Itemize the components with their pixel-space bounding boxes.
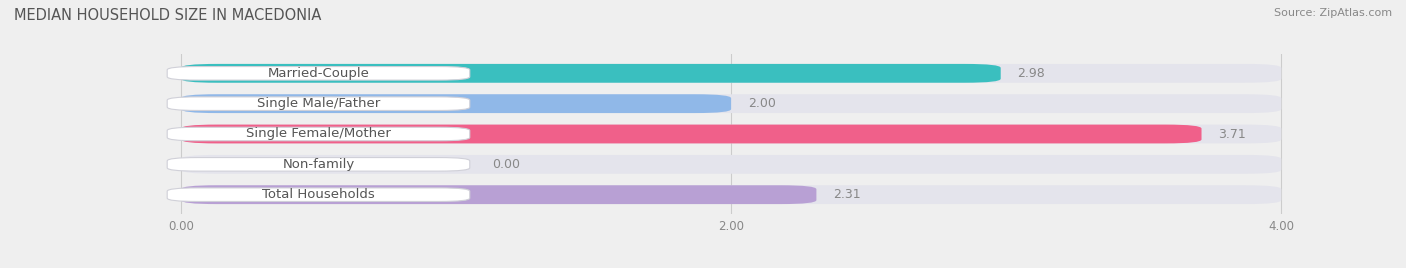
Text: 2.31: 2.31 (832, 188, 860, 201)
Text: 2.00: 2.00 (748, 97, 776, 110)
FancyBboxPatch shape (181, 125, 1202, 143)
FancyBboxPatch shape (181, 94, 731, 113)
Text: MEDIAN HOUSEHOLD SIZE IN MACEDONIA: MEDIAN HOUSEHOLD SIZE IN MACEDONIA (14, 8, 322, 23)
Text: 2.98: 2.98 (1017, 67, 1045, 80)
FancyBboxPatch shape (167, 97, 470, 110)
FancyBboxPatch shape (181, 64, 1281, 83)
FancyBboxPatch shape (167, 66, 470, 80)
Text: Non-family: Non-family (283, 158, 354, 171)
FancyBboxPatch shape (181, 185, 817, 204)
FancyBboxPatch shape (181, 155, 1281, 174)
FancyBboxPatch shape (181, 125, 1281, 143)
Text: 0.00: 0.00 (492, 158, 520, 171)
Text: Single Male/Father: Single Male/Father (257, 97, 380, 110)
Text: Married-Couple: Married-Couple (267, 67, 370, 80)
FancyBboxPatch shape (181, 64, 1001, 83)
FancyBboxPatch shape (167, 188, 470, 202)
FancyBboxPatch shape (167, 127, 470, 141)
FancyBboxPatch shape (181, 94, 1281, 113)
FancyBboxPatch shape (167, 158, 470, 171)
Text: Source: ZipAtlas.com: Source: ZipAtlas.com (1274, 8, 1392, 18)
Text: 3.71: 3.71 (1218, 128, 1246, 140)
Text: Total Households: Total Households (262, 188, 375, 201)
Text: Single Female/Mother: Single Female/Mother (246, 128, 391, 140)
FancyBboxPatch shape (181, 185, 1281, 204)
